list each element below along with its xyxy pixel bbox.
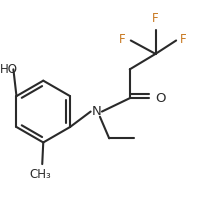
Text: F: F — [152, 12, 159, 25]
Text: N: N — [92, 105, 102, 118]
Text: F: F — [180, 33, 187, 46]
Text: HO: HO — [0, 63, 18, 76]
Text: O: O — [156, 92, 166, 105]
Text: CH₃: CH₃ — [29, 168, 51, 181]
Text: F: F — [119, 33, 126, 46]
